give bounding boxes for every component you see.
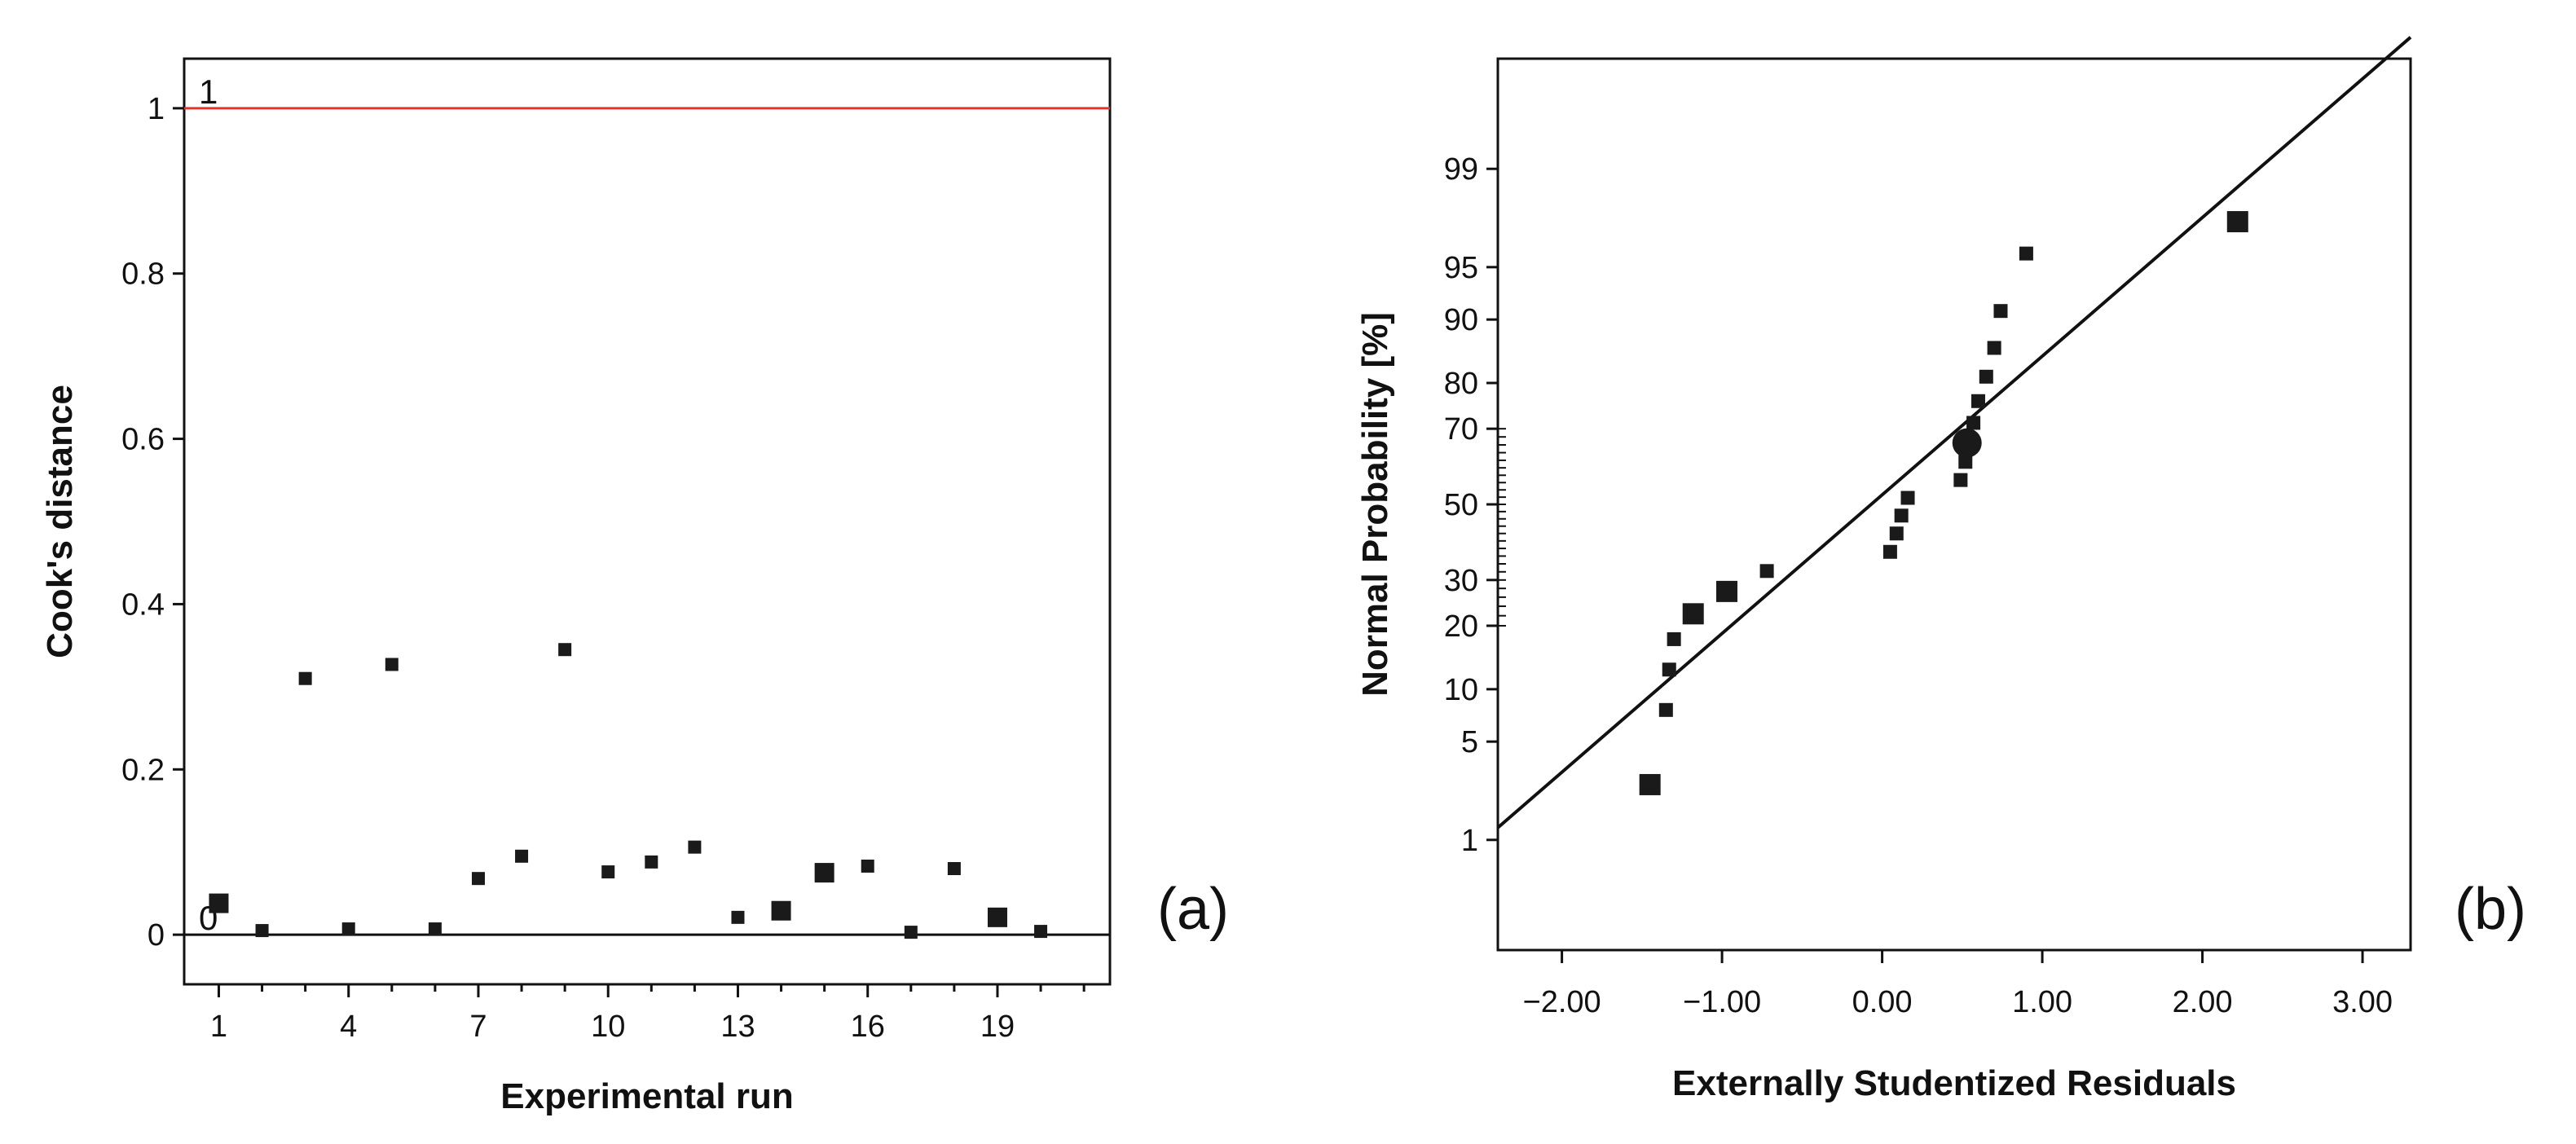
- data-point: [731, 910, 745, 924]
- y-tick-label: 10: [1444, 673, 1478, 707]
- data-point: [1662, 662, 1676, 677]
- x-tick-label: 13: [720, 1010, 755, 1044]
- data-point: [861, 859, 874, 873]
- normal-probability-chart: 1 5 10 20 30 50 70 80 90 95 99 −2.00 −1.00 0.00 1.00 2.…: [1355, 36, 2526, 1103]
- data-point: [1987, 341, 2001, 355]
- x-tick-label: 1.00: [2012, 985, 2072, 1019]
- data-point: [1900, 491, 1915, 505]
- y-tick-label: 0.6: [121, 423, 165, 457]
- data-point: [947, 862, 961, 875]
- y-tick-label: 0.4: [121, 587, 165, 622]
- reference-line-label: 1: [199, 73, 218, 111]
- y-tick-label: 20: [1444, 609, 1478, 644]
- panel-label: (b): [2455, 877, 2526, 942]
- x-tick-label: 10: [591, 1010, 625, 1044]
- data-point: [1639, 773, 1661, 795]
- y-tick-label: 99: [1444, 152, 1478, 187]
- data-point: [2226, 211, 2248, 233]
- y-tick-label: 1: [1461, 824, 1478, 858]
- x-tick-label: 3.00: [2332, 985, 2393, 1019]
- data-point: [688, 840, 702, 854]
- data-point: [1894, 508, 1909, 523]
- x-tick-label: 19: [980, 1010, 1015, 1044]
- x-axis-title: Externally Studentized Residuals: [1672, 1063, 2236, 1103]
- data-point: [1667, 631, 1681, 646]
- data-point: [428, 922, 442, 936]
- data-point: [341, 922, 355, 936]
- fit-line: [1496, 36, 2412, 829]
- data-point: [1889, 526, 1904, 541]
- data-point: [1682, 603, 1704, 625]
- data-point: [771, 900, 791, 921]
- x-tick-label: 2.00: [2173, 985, 2233, 1019]
- data-point: [1971, 394, 1985, 408]
- data-point: [385, 658, 399, 671]
- data-point: [645, 855, 658, 869]
- y-tick-label: 5: [1461, 725, 1478, 759]
- y-tick-label: 0.8: [121, 257, 165, 292]
- x-tick-label: 7: [469, 1010, 487, 1044]
- data-point: [1715, 580, 1737, 602]
- y-tick-label: 70: [1444, 412, 1478, 447]
- plot-frame: [183, 57, 1112, 986]
- y-tick-label: 80: [1444, 367, 1478, 401]
- data-point: [471, 872, 485, 886]
- y-tick-label: 90: [1444, 303, 1478, 337]
- data-point: [1993, 304, 2008, 319]
- y-axis-title: Normal Probability [%]: [1355, 312, 1395, 697]
- data-point: [1034, 925, 1048, 939]
- x-tick-label: −1.00: [1683, 985, 1761, 1019]
- data-point: [601, 865, 615, 879]
- x-tick-label: −2.00: [1523, 985, 1601, 1019]
- panel-label: (a): [1157, 877, 1229, 942]
- x-tick-label: 0.00: [1852, 985, 1913, 1019]
- y-tick-label: 30: [1444, 564, 1478, 598]
- data-point: [904, 926, 918, 939]
- y-tick-label: 0.2: [121, 753, 165, 787]
- data-point: [1958, 455, 1973, 469]
- plot-frame: [1496, 57, 2412, 952]
- x-tick-label: 1: [210, 1010, 227, 1044]
- data-point: [1952, 428, 1982, 458]
- data-point: [1658, 702, 1673, 717]
- y-axis-title: Cook's distance: [40, 385, 80, 658]
- data-point: [209, 893, 229, 913]
- data-point: [298, 671, 312, 685]
- data-point: [1953, 473, 1968, 487]
- data-point: [2019, 246, 2033, 261]
- x-tick-label: 4: [340, 1010, 357, 1044]
- y-tick-label: 1: [148, 92, 165, 126]
- data-point: [558, 643, 572, 657]
- y-tick-label: 50: [1444, 488, 1478, 522]
- data-point: [255, 924, 269, 938]
- y-tick-label: 95: [1444, 251, 1478, 285]
- x-axis-title: Experimental run: [500, 1076, 793, 1116]
- data-point: [515, 849, 529, 863]
- data-point: [987, 907, 1007, 927]
- data-point: [1759, 564, 1774, 579]
- data-point: [1966, 416, 1981, 430]
- data-point: [1979, 369, 1993, 384]
- data-point: [1882, 544, 1897, 559]
- x-tick-label: 16: [851, 1010, 885, 1044]
- y-tick-label: 0: [148, 918, 165, 953]
- data-point: [814, 863, 834, 883]
